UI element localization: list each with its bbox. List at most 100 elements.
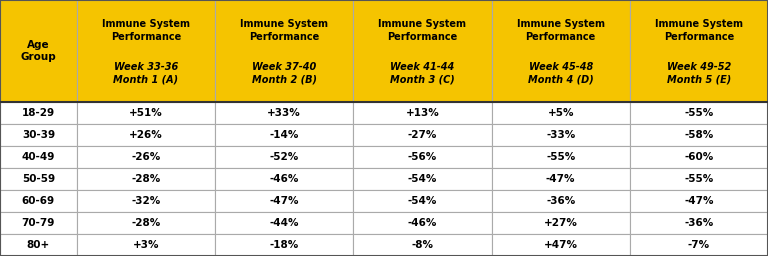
Text: +33%: +33% [267,108,301,118]
Bar [0,190,77,212]
Bar [77,102,215,124]
Text: -28%: -28% [131,174,161,184]
Text: -55%: -55% [684,108,713,118]
Text: Immune System
Performance: Immune System Performance [240,19,328,42]
Bar [215,212,353,234]
Bar [492,124,630,146]
Text: -33%: -33% [546,130,575,140]
Bar [215,168,353,190]
Text: -14%: -14% [270,130,299,140]
Bar [77,146,215,168]
Text: -46%: -46% [408,218,437,228]
Text: +13%: +13% [406,108,439,118]
Text: -7%: -7% [688,240,710,250]
Bar [215,234,353,256]
Bar [630,102,768,124]
Text: -18%: -18% [270,240,299,250]
Text: -36%: -36% [684,218,713,228]
Text: +27%: +27% [544,218,578,228]
Text: +5%: +5% [548,108,574,118]
Text: -28%: -28% [131,218,161,228]
Bar [353,146,492,168]
Bar [492,234,630,256]
Text: -44%: -44% [270,218,299,228]
Bar [215,0,353,102]
Text: Week 49-52
Month 5 (E): Week 49-52 Month 5 (E) [667,62,731,85]
Text: -54%: -54% [408,174,437,184]
Text: 18-29: 18-29 [22,108,55,118]
Text: Immune System
Performance: Immune System Performance [102,19,190,42]
Bar [353,124,492,146]
Bar [630,234,768,256]
Text: -55%: -55% [684,174,713,184]
Text: Immune System
Performance: Immune System Performance [655,19,743,42]
Bar [0,234,77,256]
Bar [0,0,77,102]
Bar [630,168,768,190]
Text: -47%: -47% [546,174,575,184]
Bar [492,146,630,168]
Text: 30-39: 30-39 [22,130,55,140]
Bar [77,0,215,102]
Bar [77,124,215,146]
Bar [215,146,353,168]
Text: -32%: -32% [131,196,161,206]
Text: 80+: 80+ [27,240,50,250]
Text: +3%: +3% [133,240,159,250]
Text: 40-49: 40-49 [22,152,55,162]
Text: -8%: -8% [412,240,433,250]
Bar [215,190,353,212]
Bar [215,102,353,124]
Text: -54%: -54% [408,196,437,206]
Text: -47%: -47% [270,196,299,206]
Bar [492,102,630,124]
Bar [0,124,77,146]
Bar [77,212,215,234]
Text: Week 37-40
Month 2 (B): Week 37-40 Month 2 (B) [252,62,316,85]
Bar [492,212,630,234]
Bar [492,0,630,102]
Text: +26%: +26% [129,130,163,140]
Text: -60%: -60% [684,152,713,162]
Text: -55%: -55% [546,152,575,162]
Bar [0,212,77,234]
Text: 70-79: 70-79 [22,218,55,228]
Text: -58%: -58% [684,130,713,140]
Bar [492,190,630,212]
Text: Age
Group: Age Group [21,40,56,62]
Bar [77,234,215,256]
Bar [0,168,77,190]
Text: -52%: -52% [270,152,299,162]
Text: +47%: +47% [544,240,578,250]
Text: -26%: -26% [131,152,161,162]
Bar [215,124,353,146]
Text: Week 41-44
Month 3 (C): Week 41-44 Month 3 (C) [390,62,455,85]
Text: -27%: -27% [408,130,437,140]
Bar [492,168,630,190]
Bar [353,0,492,102]
Text: Week 45-48
Month 4 (D): Week 45-48 Month 4 (D) [528,62,594,85]
Bar [353,212,492,234]
Text: +51%: +51% [129,108,163,118]
Text: 50-59: 50-59 [22,174,55,184]
Text: 60-69: 60-69 [22,196,55,206]
Bar [77,168,215,190]
Bar [630,124,768,146]
Bar [630,146,768,168]
Bar [353,102,492,124]
Bar [0,146,77,168]
Text: -56%: -56% [408,152,437,162]
Bar [630,190,768,212]
Text: -36%: -36% [546,196,575,206]
Text: Immune System
Performance: Immune System Performance [379,19,466,42]
Text: -46%: -46% [270,174,299,184]
Bar [77,190,215,212]
Bar [0,102,77,124]
Bar [630,0,768,102]
Bar [630,212,768,234]
Text: Immune System
Performance: Immune System Performance [517,19,604,42]
Bar [353,190,492,212]
Bar [353,234,492,256]
Bar [353,168,492,190]
Text: Week 33-36
Month 1 (A): Week 33-36 Month 1 (A) [114,62,178,85]
